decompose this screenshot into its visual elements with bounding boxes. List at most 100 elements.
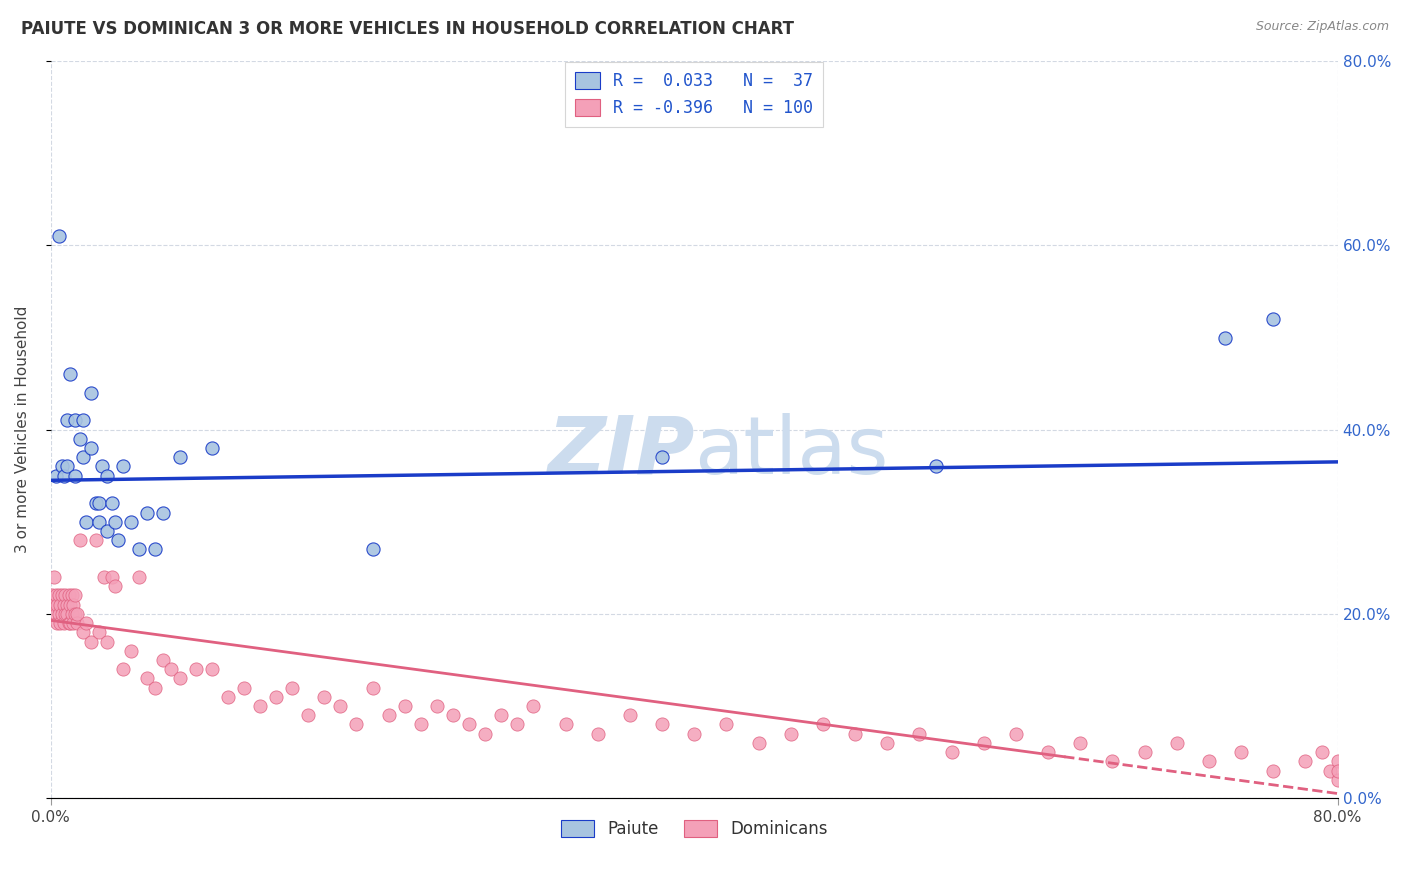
- Point: [152, 653, 174, 667]
- Point: [748, 736, 770, 750]
- Point: [58, 589, 80, 603]
- Point: [128, 570, 150, 584]
- Point: [80, 634, 103, 648]
- Point: [91, 459, 114, 474]
- Point: [60, 589, 83, 603]
- Point: [56, 413, 79, 427]
- Point: [184, 662, 207, 676]
- Point: [46, 598, 69, 612]
- Point: [48, 229, 70, 244]
- Y-axis label: 3 or more Vehicles in Household: 3 or more Vehicles in Household: [15, 306, 30, 553]
- Point: [941, 745, 963, 759]
- Point: [96, 524, 118, 538]
- Point: [1133, 745, 1156, 759]
- Point: [1263, 312, 1285, 326]
- Point: [329, 698, 352, 713]
- Point: [346, 717, 368, 731]
- Point: [62, 616, 84, 631]
- Point: [63, 413, 86, 427]
- Point: [48, 589, 70, 603]
- Point: [75, 616, 97, 631]
- Point: [42, 570, 65, 584]
- Point: [80, 441, 103, 455]
- Point: [716, 717, 738, 731]
- Point: [59, 598, 82, 612]
- Point: [264, 690, 287, 704]
- Point: [394, 698, 416, 713]
- Point: [120, 515, 142, 529]
- Point: [41, 589, 63, 603]
- Point: [63, 607, 86, 621]
- Point: [506, 717, 529, 731]
- Point: [554, 717, 576, 731]
- Point: [586, 726, 609, 740]
- Point: [53, 589, 76, 603]
- Point: [49, 598, 72, 612]
- Point: [1263, 764, 1285, 778]
- Point: [59, 368, 82, 382]
- Point: [441, 708, 464, 723]
- Point: [80, 385, 103, 400]
- Point: [87, 515, 110, 529]
- Point: [683, 726, 706, 740]
- Point: [75, 515, 97, 529]
- Point: [56, 459, 79, 474]
- Point: [45, 589, 67, 603]
- Point: [619, 708, 641, 723]
- Legend: Paiute, Dominicans: Paiute, Dominicans: [554, 814, 835, 845]
- Point: [297, 708, 319, 723]
- Point: [62, 598, 84, 612]
- Point: [1213, 330, 1236, 344]
- Point: [377, 708, 399, 723]
- Point: [112, 459, 135, 474]
- Point: [93, 570, 115, 584]
- Point: [361, 681, 384, 695]
- Point: [107, 533, 129, 548]
- Point: [249, 698, 271, 713]
- Point: [63, 589, 86, 603]
- Point: [49, 616, 72, 631]
- Point: [52, 598, 75, 612]
- Point: [876, 736, 898, 750]
- Point: [1101, 754, 1123, 768]
- Point: [84, 533, 107, 548]
- Point: [458, 717, 481, 731]
- Point: [46, 616, 69, 631]
- Point: [52, 616, 75, 631]
- Point: [69, 533, 91, 548]
- Point: [145, 542, 167, 557]
- Point: [409, 717, 432, 731]
- Point: [48, 607, 70, 621]
- Point: [281, 681, 304, 695]
- Point: [1326, 772, 1348, 787]
- Point: [314, 690, 336, 704]
- Point: [522, 698, 544, 713]
- Point: [42, 598, 65, 612]
- Point: [1198, 754, 1220, 768]
- Text: PAIUTE VS DOMINICAN 3 OR MORE VEHICLES IN HOUSEHOLD CORRELATION CHART: PAIUTE VS DOMINICAN 3 OR MORE VEHICLES I…: [21, 20, 794, 37]
- Point: [63, 468, 86, 483]
- Point: [651, 450, 673, 465]
- Point: [65, 607, 87, 621]
- Point: [52, 468, 75, 483]
- Text: ZIP: ZIP: [547, 413, 695, 491]
- Point: [60, 607, 83, 621]
- Point: [120, 644, 142, 658]
- Point: [136, 506, 159, 520]
- Point: [426, 698, 449, 713]
- Point: [96, 468, 118, 483]
- Point: [128, 542, 150, 557]
- Point: [489, 708, 512, 723]
- Point: [72, 413, 94, 427]
- Point: [101, 496, 124, 510]
- Point: [87, 496, 110, 510]
- Point: [56, 598, 79, 612]
- Point: [72, 450, 94, 465]
- Point: [84, 496, 107, 510]
- Point: [104, 579, 127, 593]
- Point: [53, 607, 76, 621]
- Text: Source: ZipAtlas.com: Source: ZipAtlas.com: [1256, 20, 1389, 33]
- Point: [1319, 764, 1341, 778]
- Point: [924, 459, 946, 474]
- Point: [844, 726, 866, 740]
